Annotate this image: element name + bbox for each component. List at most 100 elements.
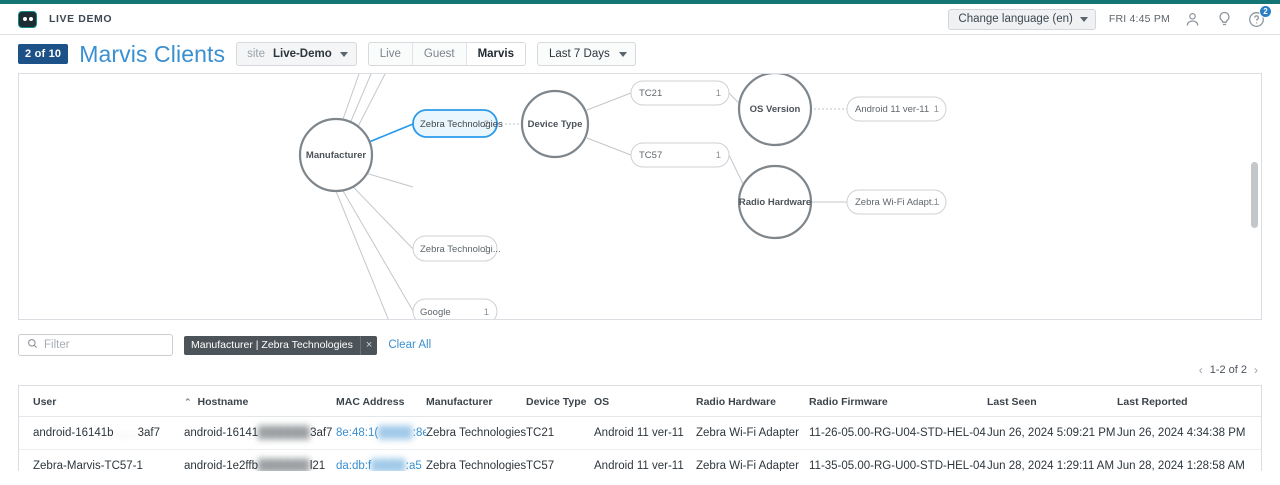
active-filter-chip[interactable]: Manufacturer | Zebra Technologies × xyxy=(184,335,378,355)
table-row[interactable]: Zebra-Marvis-TC57-1 android-1e2ffb██████… xyxy=(19,449,1261,471)
page-title: Marvis Clients xyxy=(79,40,226,67)
cell-radio-firmware: 11-26-05.00-RG-U04-STD-HEL-04 xyxy=(809,416,987,450)
pagination-range: 1-2 of 2 xyxy=(1209,364,1247,376)
cell-user: android-16141b……3af7 xyxy=(19,416,184,450)
graph-pill-tc57: TC57 1 xyxy=(630,142,730,168)
table-header-row: User ⌃ Hostname MAC Address Manufacturer … xyxy=(19,386,1261,417)
cell-hostname: android-1e2ffb██████l21 xyxy=(184,449,336,471)
cell-manufacturer: Zebra Technologies xyxy=(426,416,526,450)
graph-pill-tc57-label: TC57 xyxy=(639,150,662,161)
table-row[interactable]: android-16141b……3af7 android-16141██████… xyxy=(19,416,1261,450)
graph-pill-zebra-wifi-adapter-count: 1 xyxy=(934,197,939,208)
col-mac-address[interactable]: MAC Address xyxy=(336,386,426,417)
graph-pill-tc57-count: 1 xyxy=(716,150,721,161)
graph-pill-zebra-technologi-label: Zebra Technologi... xyxy=(420,244,501,255)
site-select-label: site xyxy=(247,48,265,60)
graph-node-manufacturer: Manufacturer xyxy=(298,117,374,193)
col-os[interactable]: OS xyxy=(594,386,696,417)
active-filter-chip-label: Manufacturer | Zebra Technologies xyxy=(191,339,353,351)
graph-node-radio-hardware: Radio Hardware xyxy=(737,164,813,240)
help-question-icon[interactable]: 2 xyxy=(1247,4,1272,29)
graph-pill-google: Google 1 xyxy=(412,298,498,319)
cell-last-reported: Jun 28, 2024 1:28:58 AM xyxy=(1117,449,1261,471)
cell-hostname: android-16141██████3af7 xyxy=(184,416,336,450)
cell-manufacturer: Zebra Technologies xyxy=(426,449,526,471)
top-navigation-bar: LIVE DEMO Change language (en) FRI 4:45 … xyxy=(0,4,1280,35)
lightbulb-icon[interactable] xyxy=(1215,10,1234,29)
cell-device-type: TC21 xyxy=(526,416,594,450)
col-radio-hardware[interactable]: Radio Hardware xyxy=(696,386,809,417)
filter-input[interactable] xyxy=(44,339,164,351)
graph-pill-google-label: Google xyxy=(420,307,451,318)
brand-label: LIVE DEMO xyxy=(49,13,113,25)
count-badge: 2 of 10 xyxy=(18,44,69,64)
close-icon[interactable]: × xyxy=(359,335,377,355)
cell-device-type: TC57 xyxy=(526,449,594,471)
cell-mac-address[interactable]: 8e:48:1(████:8e xyxy=(336,416,426,450)
filter-bar: Manufacturer | Zebra Technologies × Clea… xyxy=(0,320,1280,360)
clear-all-link[interactable]: Clear All xyxy=(388,339,432,351)
graph-pill-zebra-technologies-label: Zebra Technologies xyxy=(420,119,503,130)
language-select-value: Change language (en) xyxy=(958,13,1073,25)
tab-guest[interactable]: Guest xyxy=(413,43,467,65)
tab-live[interactable]: Live xyxy=(369,43,413,65)
cell-user: Zebra-Marvis-TC57-1 xyxy=(19,449,184,471)
col-hostname-label: Hostname xyxy=(197,396,249,408)
language-select[interactable]: Change language (en) xyxy=(948,8,1096,30)
filter-input-wrap[interactable] xyxy=(18,334,173,356)
graph-pill-zebra-technologies-count: 2 xyxy=(484,119,489,130)
graph-node-manufacturer-label: Manufacturer xyxy=(306,150,366,161)
graph-pill-android-11-count: 1 xyxy=(934,104,939,115)
clients-table: User ⌃ Hostname MAC Address Manufacturer … xyxy=(19,386,1261,471)
cell-mac-address[interactable]: da:db:f████:a5 xyxy=(336,449,426,471)
cell-last-reported: Jun 26, 2024 4:34:38 PM xyxy=(1117,416,1261,450)
search-icon xyxy=(27,336,38,354)
graph-pill-zebra-technologies: Zebra Technologies 2 xyxy=(412,109,503,138)
pagination: ‹ 1-2 of 2 › xyxy=(0,360,1280,380)
time-range-select[interactable]: Last 7 Days xyxy=(537,42,636,66)
clients-table-wrap: User ⌃ Hostname MAC Address Manufacturer … xyxy=(18,385,1262,471)
cell-last-seen: Jun 28, 2024 1:29:11 AM xyxy=(987,449,1117,471)
tab-marvis[interactable]: Marvis xyxy=(466,43,525,65)
graph-pill-zebra-technologi: Zebra Technologi... 1 xyxy=(412,235,501,262)
graph-node-device-type: Device Type xyxy=(520,89,590,159)
chevron-down-icon xyxy=(618,51,627,57)
col-device-type[interactable]: Device Type xyxy=(526,386,594,417)
graph-node-os-version-label: OS Version xyxy=(750,104,801,115)
prev-page-icon[interactable]: ‹ xyxy=(1198,363,1203,377)
time-range-value: Last 7 Days xyxy=(549,48,610,60)
graph-canvas: Manufacturer Device Type OS Version Radi… xyxy=(298,74,947,319)
col-last-seen[interactable]: Last Seen xyxy=(987,386,1117,417)
sort-caret-icon: ⌃ xyxy=(184,397,192,407)
accent-rule xyxy=(0,0,1280,4)
col-user[interactable]: User xyxy=(19,386,184,417)
col-last-reported[interactable]: Last Reported xyxy=(1117,386,1261,417)
user-icon[interactable] xyxy=(1183,10,1202,29)
graph-node-device-type-label: Device Type xyxy=(528,119,583,130)
cell-radio-hardware: Zebra Wi-Fi Adapter xyxy=(696,449,809,471)
next-page-icon[interactable]: › xyxy=(1254,363,1258,377)
graph-pill-tc21-count: 1 xyxy=(716,88,721,99)
col-manufacturer[interactable]: Manufacturer xyxy=(426,386,526,417)
graph-pill-zebra-wifi-adapter-label: Zebra Wi-Fi Adapt... xyxy=(855,197,939,208)
cell-last-seen: Jun 26, 2024 5:09:21 PM xyxy=(987,416,1117,450)
cell-radio-firmware: 11-35-05.00-RG-U00-STD-HEL-04 xyxy=(809,449,987,471)
marvis-client-graph[interactable]: Manufacturer Device Type OS Version Radi… xyxy=(18,73,1262,320)
col-hostname[interactable]: ⌃ Hostname xyxy=(184,386,336,417)
graph-pill-android-11-label: Android 11 ver-11 xyxy=(855,104,929,115)
col-radio-firmware[interactable]: Radio Firmware xyxy=(809,386,987,417)
cell-radio-hardware: Zebra Wi-Fi Adapter xyxy=(696,416,809,450)
chevron-down-icon xyxy=(1079,16,1088,22)
graph-pill-android-11: Android 11 ver-11 1 xyxy=(846,96,947,122)
graph-pill-zebra-technologi-count: 1 xyxy=(484,244,489,255)
page-header: 2 of 10 Marvis Clients site Live-Demo Li… xyxy=(0,35,1280,73)
clock-label: FRI 4:45 PM xyxy=(1108,13,1170,25)
graph-node-radio-hardware-label: Radio Hardware xyxy=(739,197,811,208)
brand[interactable]: LIVE DEMO xyxy=(18,10,113,28)
graph-pill-google-count: 1 xyxy=(484,307,489,318)
graph-vertical-scrollbar[interactable] xyxy=(1251,162,1258,228)
site-select-value: Live-Demo xyxy=(272,48,332,60)
cell-os: Android 11 ver-11 xyxy=(594,449,696,471)
site-select[interactable]: site Live-Demo xyxy=(236,42,357,66)
